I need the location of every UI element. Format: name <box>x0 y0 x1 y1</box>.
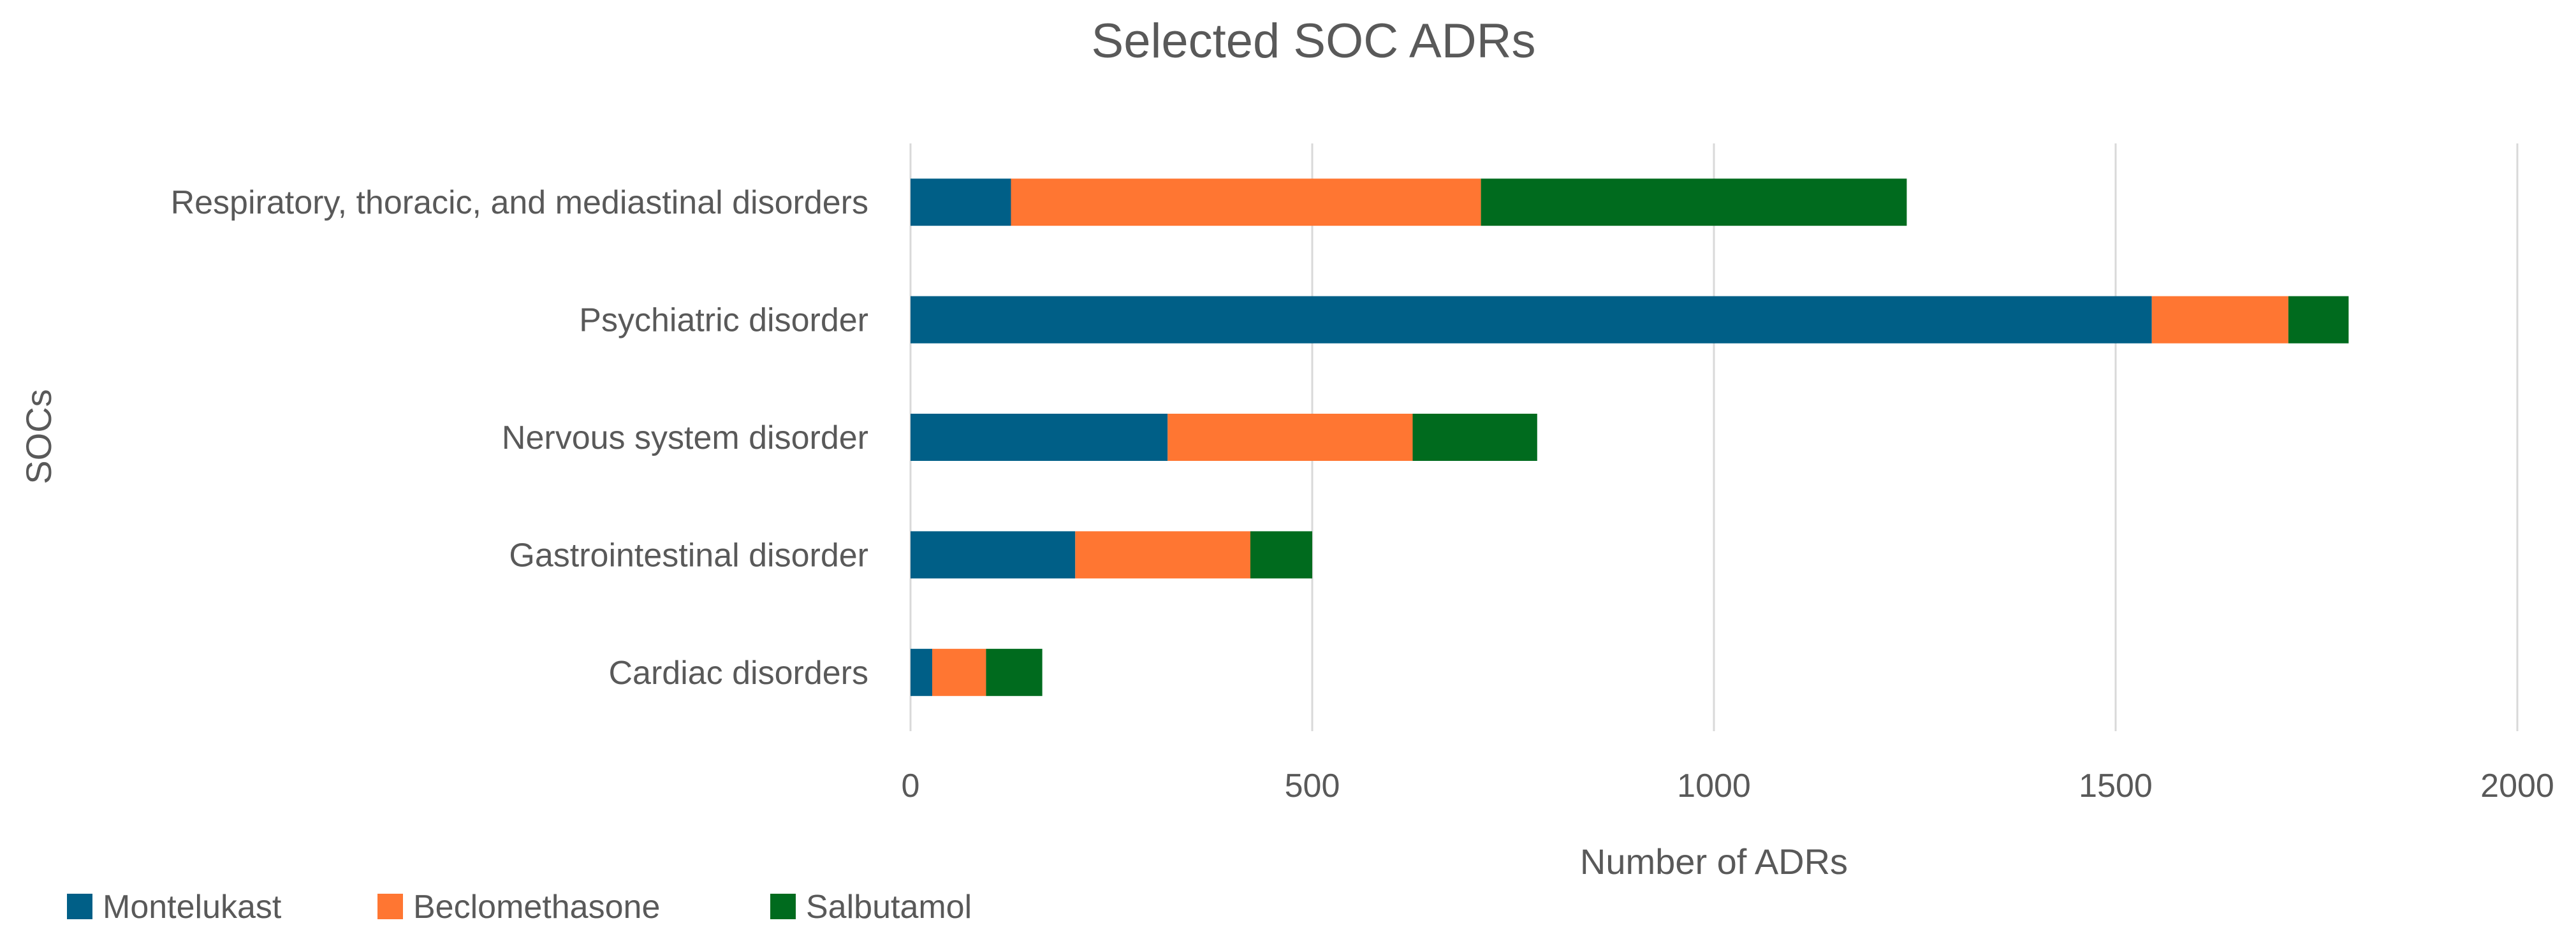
bar-segment <box>1167 414 1413 461</box>
legend-label: Montelukast <box>103 889 282 926</box>
y-axis-label: SOCs <box>18 389 59 484</box>
y-tick-label: Respiratory, thoracic, and mediastinal d… <box>171 184 868 221</box>
bar-segment <box>1481 178 1907 226</box>
gridlines <box>909 143 2519 731</box>
legend-swatch <box>67 894 92 919</box>
bar-segment <box>932 648 986 696</box>
y-tick-label: Gastrointestinal disorder <box>509 537 868 574</box>
legend-label: Beclomethasone <box>413 889 660 926</box>
y-tick-label: Nervous system disorder <box>502 419 868 456</box>
legend: Montelukast Beclomethasone Salbutamol <box>67 889 972 926</box>
bar-segment <box>1075 531 1250 579</box>
chart-title: Selected SOC ADRs <box>1092 14 1536 68</box>
bar-segment <box>986 648 1043 696</box>
x-tick-label: 1000 <box>1677 768 1751 804</box>
y-tick-label: Psychiatric disorder <box>579 302 868 339</box>
y-tick-labels: Respiratory, thoracic, and mediastinal d… <box>171 184 868 692</box>
bar-segment <box>1412 414 1537 461</box>
legend-swatch <box>377 894 403 919</box>
bar-segment <box>911 531 1076 579</box>
legend-swatch <box>770 894 796 919</box>
x-tick-label: 1500 <box>2079 768 2153 804</box>
legend-label: Salbutamol <box>806 889 972 926</box>
bar-segment <box>911 648 933 696</box>
bar-segment <box>1011 178 1481 226</box>
bar-segment <box>1250 531 1312 579</box>
x-axis-label: Number of ADRs <box>1580 841 1848 882</box>
bar-segment <box>911 178 1011 226</box>
bar-segment <box>911 414 1168 461</box>
bar-segment <box>2288 296 2349 344</box>
bar-segment <box>911 296 2152 344</box>
bar-segment <box>2151 296 2288 344</box>
x-tick-labels: 0 500 1000 1500 2000 <box>902 768 2554 804</box>
y-tick-label: Cardiac disorders <box>609 655 869 692</box>
x-tick-label: 2000 <box>2480 768 2554 804</box>
x-tick-label: 0 <box>902 768 920 804</box>
bars <box>911 178 2349 696</box>
x-tick-label: 500 <box>1285 768 1340 804</box>
